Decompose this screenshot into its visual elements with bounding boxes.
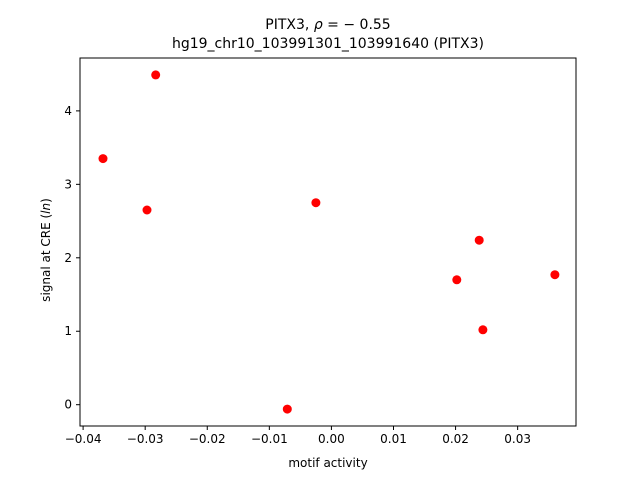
x-tick-label: −0.03 <box>127 432 164 446</box>
y-tick-label: 1 <box>64 324 72 338</box>
y-tick-label: 3 <box>64 177 72 191</box>
y-axis-ticks: 0 1 2 3 4 <box>64 104 80 412</box>
x-tick-label: 0.03 <box>504 432 531 446</box>
x-axis-label: motif activity <box>288 456 367 470</box>
data-point <box>452 275 462 285</box>
data-point <box>474 235 484 245</box>
x-tick-label: −0.04 <box>65 432 102 446</box>
chart-title-line-2: hg19_chr10_103991301_103991640 (PITX3) <box>172 36 484 52</box>
plot-area <box>79 57 577 427</box>
data-point <box>142 205 152 215</box>
axes-frame <box>79 57 577 427</box>
data-point <box>478 325 488 335</box>
data-point <box>311 198 321 208</box>
y-tick-label: 4 <box>64 104 72 118</box>
y-tick-label: 2 <box>64 251 72 265</box>
x-tick-label: −0.01 <box>251 432 288 446</box>
x-tick-label: 0.02 <box>442 432 469 446</box>
y-tick-label: 0 <box>64 398 72 412</box>
data-point <box>550 270 560 280</box>
data-points <box>98 70 560 414</box>
x-tick-label: 0.00 <box>318 432 345 446</box>
data-point <box>282 404 292 414</box>
data-point <box>98 154 108 164</box>
x-tick-label: 0.01 <box>380 432 407 446</box>
x-tick-label: −0.02 <box>189 432 226 446</box>
x-axis-ticks: −0.04 −0.03 −0.02 −0.01 0.00 0.01 0.02 0.03 <box>65 426 531 446</box>
chart-title-line-1: PITX3, ρ = − 0.55 <box>265 17 390 33</box>
data-point <box>151 70 161 80</box>
y-axis-label: signal at CRE (ln) <box>39 198 53 302</box>
